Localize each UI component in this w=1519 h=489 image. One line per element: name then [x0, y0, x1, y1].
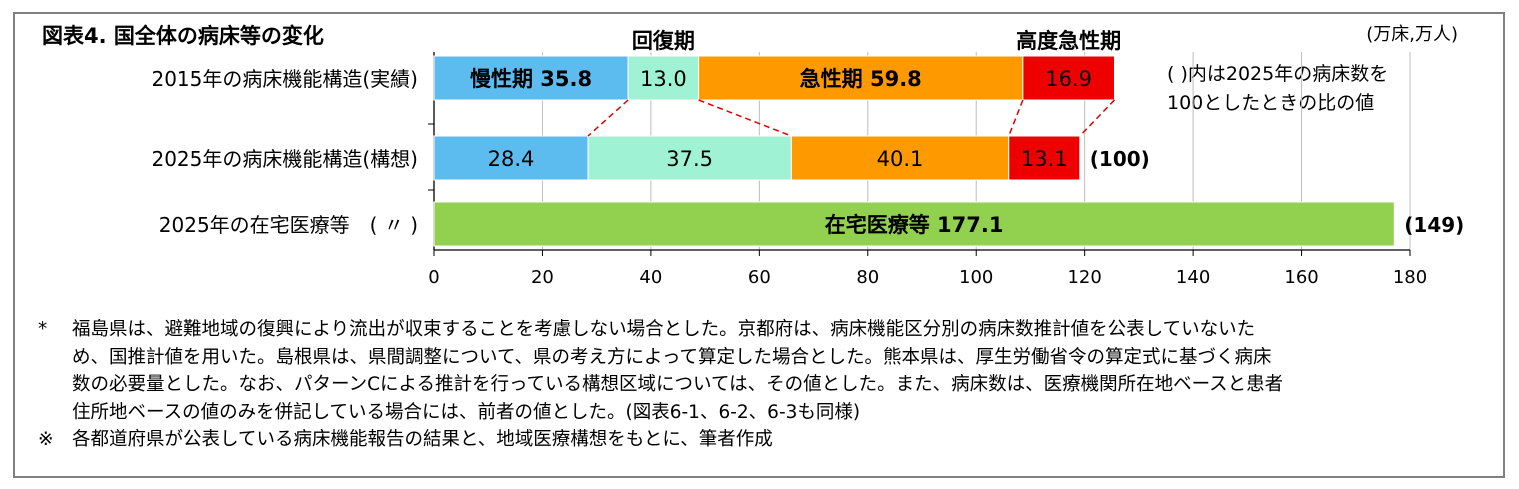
data-label: 急性期 59.8: [800, 67, 922, 91]
x-tick-label: 120: [1067, 267, 1101, 288]
data-label: 13.0: [640, 67, 687, 91]
data-label: 慢性期 35.8: [470, 67, 592, 91]
connector-lines: [587, 99, 1116, 137]
data-label: 16.9: [1045, 67, 1092, 91]
connector-line: [587, 99, 629, 137]
bar-segment-慢性期: [433, 55, 629, 101]
callout-recovery: 回復期: [632, 29, 695, 53]
row-label: 2015年の病床機能構造(実績): [151, 67, 418, 91]
callout-labels: 回復期 高度急性期: [632, 29, 1121, 53]
notes: * 福島県は、避難地域の復興により流出が収束することを考慮しない場合とした。京都府…: [38, 316, 1478, 454]
x-tick-label: 80: [856, 267, 879, 288]
data-label: 在宅医療等 177.1: [825, 213, 1004, 237]
note-line: 住所地ベースの値のみを併記している場合には、前者の値とした。(図表6-1、6-2…: [72, 401, 861, 423]
data-label: 13.1: [1021, 147, 1068, 171]
x-tick-label: 0: [428, 267, 439, 288]
data-label: 37.5: [666, 147, 713, 171]
bar-segment-高度急性期: [1022, 55, 1115, 101]
x-tick-label: 60: [748, 267, 771, 288]
x-tick-label: 100: [959, 267, 993, 288]
note: * 福島県は、避難地域の復興により流出が収束することを考慮しない場合とした。京都府…: [38, 316, 1478, 426]
x-tick-label: 160: [1284, 267, 1318, 288]
note-line: め、国推計値を用いた。島根県は、県間調整について、県の考え方によって算定した場合…: [72, 346, 1272, 368]
unit-label: (万床,万人): [1366, 24, 1458, 45]
ratio-note-line-1: ( )内は2025年の病床数を: [1167, 63, 1388, 85]
bars: 慢性期 35.8 13.0 急性期 59.8 16.9 28.4 37.5 40.1 13.1…: [433, 55, 1395, 247]
chart-title: 図表4. 国全体の病床等の変化: [42, 24, 324, 48]
x-tick-label: 20: [531, 267, 554, 288]
note-line: 数の必要量とした。なお、パターンCによる推計を行っている構想区域については、その…: [72, 374, 1284, 395]
bar-segment-急性期: [790, 135, 1010, 181]
connector-line: [698, 99, 792, 137]
note: ※ 各都道府県が公表している病床機能報告の結果と、地域医療構想をもとに、筆者作成: [38, 426, 1478, 454]
ratio-label: (100): [1090, 147, 1150, 171]
row-labels: 2015年の病床機能構造(実績) 2025年の病床機能構造(構想) (100) 202…: [151, 67, 1464, 237]
note-line: 各都道府県が公表している病床機能報告の結果と、地域医療構想をもとに、筆者作成: [72, 429, 773, 450]
ratio-label: (149): [1404, 213, 1464, 237]
row-label: 2025年の病床機能構造(構想): [151, 147, 418, 171]
bar-segment-回復期: [587, 135, 792, 181]
x-tick-label: 40: [639, 267, 662, 288]
connector-line: [1079, 99, 1116, 137]
x-tick-label: 140: [1176, 267, 1210, 288]
stacked-bar-chart: 図表4. 国全体の病床等の変化 (万床,万人) ( )内は2025年の病床数を …: [42, 24, 1464, 288]
note-mark: ※: [38, 429, 54, 450]
x-axis: 0 20 40 60 80 100 120 140 160 180: [428, 123, 1427, 288]
note-mark: *: [38, 319, 48, 340]
note-line: 福島県は、避難地域の復興により流出が収束することを考慮しない場合とした。京都府は…: [72, 319, 1256, 340]
ratio-note-line-2: 100としたときの比の値: [1167, 92, 1374, 114]
callout-high-acute: 高度急性期: [1016, 29, 1121, 53]
connector-line: [1008, 99, 1024, 137]
data-label: 40.1: [877, 147, 924, 171]
bar-segment-在宅医療等: [433, 201, 1395, 247]
bar-segment-急性期: [698, 55, 1024, 101]
data-label: 28.4: [488, 147, 535, 171]
row-label: 2025年の在宅医療等 ( 〃 ): [159, 213, 418, 237]
figure-frame: [13, 12, 1505, 478]
x-tick-label: 180: [1393, 267, 1427, 288]
bar-segment-高度急性期: [1008, 135, 1081, 181]
